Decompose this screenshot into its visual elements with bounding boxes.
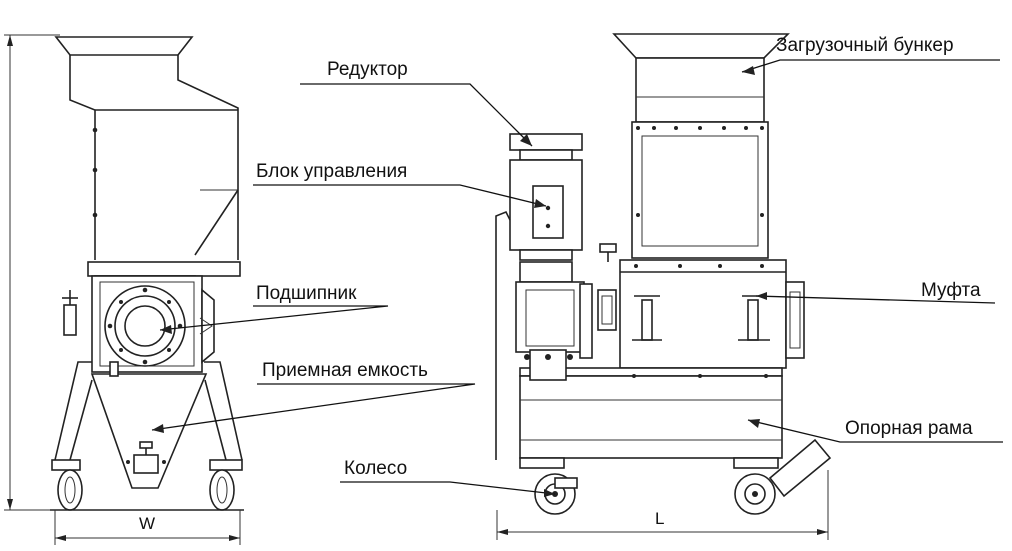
side-view xyxy=(495,33,832,540)
leader-lines xyxy=(151,59,1003,497)
label-wheel: Колесо xyxy=(344,458,408,479)
dimension-length: L xyxy=(655,509,665,528)
label-control-unit: Блок управления xyxy=(256,161,408,182)
label-reducer: Редуктор xyxy=(327,59,408,80)
label-frame: Опорная рама xyxy=(845,418,973,439)
dimension-width: W xyxy=(139,514,156,533)
front-view xyxy=(4,34,244,545)
label-hopper: Загрузочный бункер xyxy=(776,35,954,56)
label-receiver: Приемная емкость xyxy=(262,360,428,381)
label-bearing: Подшипник xyxy=(256,283,357,304)
label-coupling: Муфта xyxy=(921,280,981,301)
